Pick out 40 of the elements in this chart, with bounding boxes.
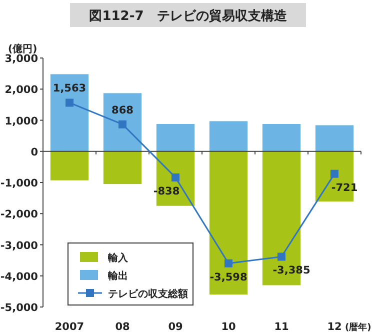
y-tick-label: -3,000 [0,240,38,252]
bar [103,93,142,152]
y-tick-label: 2,000 [4,84,38,96]
legend-label: テレビの収支総額 [108,288,188,300]
bar [156,151,195,206]
x-tick-label: 09 [168,321,183,333]
x-tick-label: 12 [327,321,342,333]
point [172,173,180,182]
x-tick-label: 11 [274,321,289,333]
x-tick-label: 10 [221,321,236,333]
bar [156,124,195,152]
y-tick-label: 0 [30,146,38,158]
y-tick-label: 3,000 [4,53,38,65]
point [330,170,338,178]
y-tick-label: -5,000 [0,302,38,314]
bar [50,151,89,180]
x-axis-title: (暦年) [345,322,372,333]
data-label: 1,563 [52,82,86,95]
bar [209,151,248,295]
bar [50,74,89,152]
bar [103,151,142,184]
bar [262,124,301,152]
bar [315,125,354,152]
x-tick-label: 08 [115,321,130,333]
point [278,252,286,261]
point [66,98,74,107]
x-tick-label: 2007 [54,321,84,333]
data-label: 868 [112,104,134,116]
y-tick-label: -4,000 [0,270,38,283]
point [224,259,232,268]
bar [209,121,248,152]
y-tick-label: -1,000 [0,178,38,190]
y-tick-label: 1,000 [4,115,38,128]
legend-label: 輸入 [107,252,129,264]
y-axis-title: (億円) [8,43,38,55]
legend-label: 輸出 [107,270,128,282]
y-tick-label: -2,000 [0,208,38,221]
data-label: -3,598 [210,271,248,284]
point [118,120,126,128]
chart-title: 図112-7 テレビの貿易収支構造 [89,8,288,24]
